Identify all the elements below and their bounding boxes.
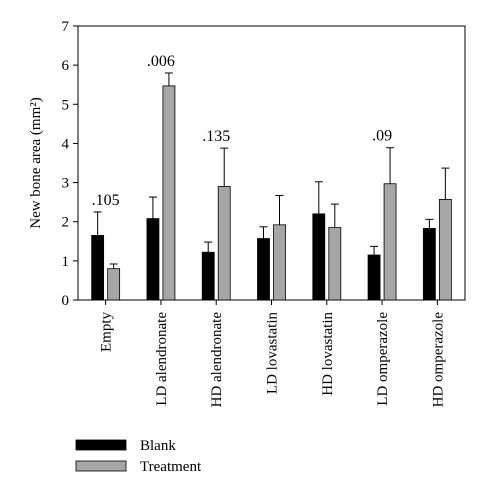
y-axis-title: New bone area (mm²): [28, 97, 44, 229]
category-label: Empty: [99, 312, 115, 352]
bar-blank: [146, 218, 160, 301]
y-tick-label: 0: [62, 293, 70, 309]
p-value-label: .09: [372, 128, 392, 145]
legend-swatch-treatment: [75, 460, 127, 472]
legend-swatch-blank: [75, 439, 127, 451]
bar-blank: [91, 235, 105, 301]
bar-treatment: [107, 268, 121, 301]
category-label: LD lovastatin: [265, 312, 281, 395]
legend-label: Treatment: [140, 459, 202, 475]
bar-blank: [201, 251, 215, 301]
bar-blank: [312, 213, 326, 301]
bar-treatment: [438, 199, 452, 301]
p-value-label: .135: [202, 128, 230, 145]
category-label: HD omperazole: [430, 312, 446, 408]
bar-treatment: [162, 85, 176, 301]
category-label: HD alendronate: [209, 312, 225, 408]
category-label: HD lovastatin: [320, 312, 336, 396]
y-tick-label: 4: [62, 136, 70, 152]
plot-frame: [77, 25, 466, 301]
y-tick-label: 1: [62, 254, 70, 270]
legend-label: Blank: [140, 438, 176, 454]
category-label: LD omperazole: [375, 312, 391, 406]
bar-treatment: [383, 183, 397, 301]
y-tick-label: 6: [62, 58, 70, 74]
p-value-label: .006: [147, 53, 175, 70]
y-tick-label: 7: [62, 19, 70, 35]
bar-treatment: [217, 186, 231, 301]
bar-treatment: [273, 224, 286, 301]
p-value-label: .105: [92, 192, 120, 209]
category-label: LD alendronate: [154, 312, 170, 406]
y-tick-label: 5: [62, 97, 70, 113]
bar-blank: [367, 254, 381, 301]
y-tick-label: 2: [62, 215, 70, 231]
y-tick-label: 3: [62, 176, 70, 192]
bar-blank: [422, 227, 436, 301]
bar-treatment: [328, 227, 342, 301]
bar-blank: [257, 238, 270, 301]
